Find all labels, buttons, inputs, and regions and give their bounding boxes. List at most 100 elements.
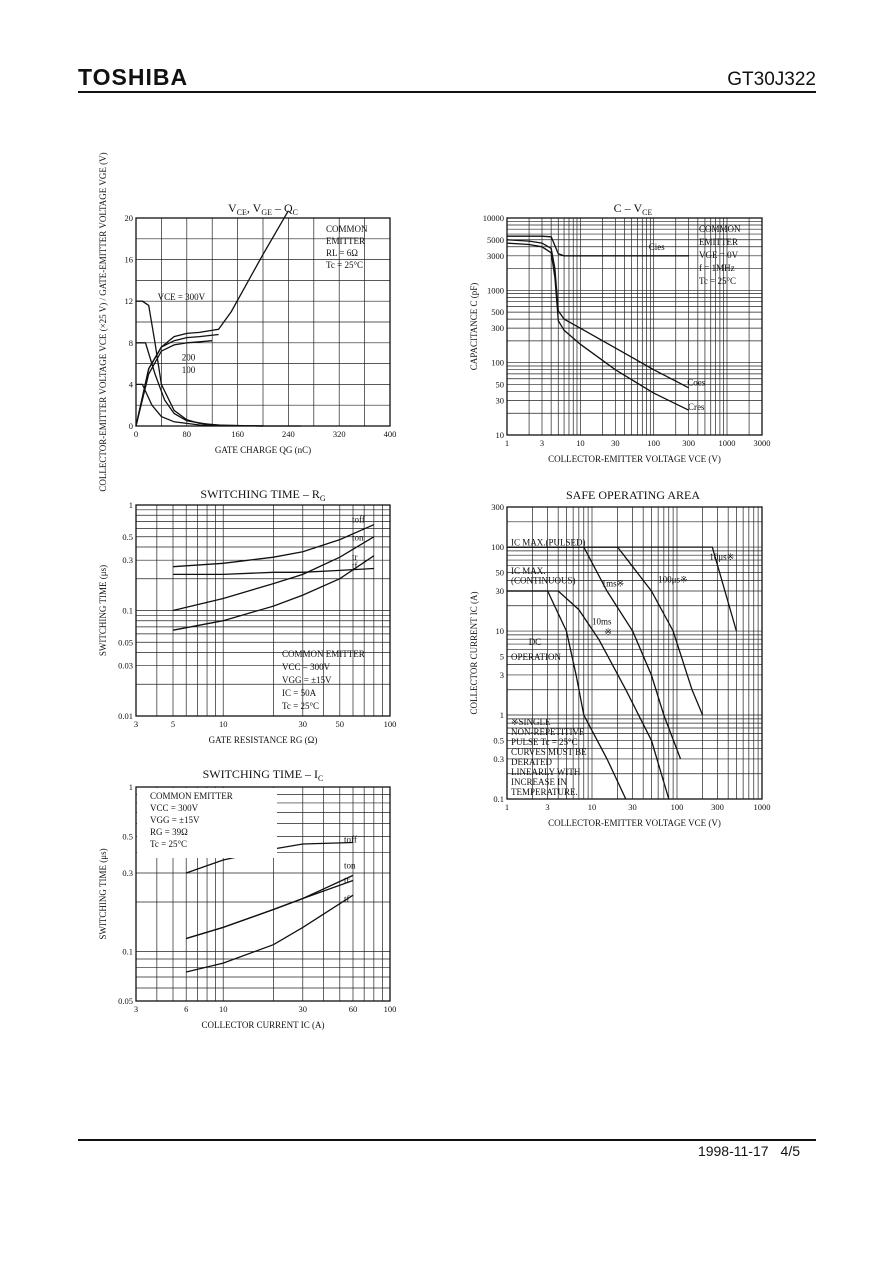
label-continuous: (CONTINUOUS) [511,575,576,585]
y-tick-label: 16 [125,255,134,265]
condition-text: VGG = ±15V [150,815,200,825]
series-line [136,383,264,427]
condition-text: RL = 6Ω [326,248,358,258]
series-line [506,239,689,389]
x-tick-label: 10 [576,438,585,448]
condition-text: f = 1MHz [699,263,735,273]
y-tick-label: 0.3 [122,868,133,878]
x-tick-label: 30 [611,438,620,448]
y-tick-label: 0.5 [493,735,504,745]
x-tick-label: 5 [171,719,175,729]
x-tick-label: 100 [647,438,660,448]
y-tick-label: 12 [125,296,134,306]
y-tick-label: 500 [491,307,504,317]
note-line: CURVES MUST BE [511,747,587,757]
grid: 3 5 10 30 50 100 0.01 0.03 0.05 0.1 0.3 0.5 1 [118,500,396,729]
label-ic-max: IC MAX. [511,566,546,576]
chart-title: C – VCE [614,201,653,217]
x-tick-label: 6 [184,1004,188,1014]
plot-frame [135,504,391,717]
x-tick-label: 10 [588,802,597,812]
series-line [136,342,264,427]
series-line [507,235,689,257]
x-tick-label: 1000 [719,438,736,448]
series-label-coes: Coes [687,378,705,388]
x-tick-label: 3 [545,802,549,812]
y-axis-label: SWITCHING TIME (μs) [98,848,108,939]
series-line [186,894,354,973]
series-line [135,333,219,427]
condition-text: VCC = 300V [150,803,199,813]
x-tick-label: 100 [384,719,397,729]
y-tick-label: 1 [500,710,504,720]
y-tick-label: 100 [491,542,504,552]
footer: 1998-11-17 4/5 [698,1143,800,1159]
x-tick-label: 1 [505,802,509,812]
condition-text: VGG = ±15V [282,675,332,685]
condition-text: EMITTER [326,236,365,246]
x-tick-label: 10 [219,719,228,729]
chart-sw-rg: SWITCHING TIME – RG 3 5 10 30 50 100 0.01 0.03 0… [98,487,396,745]
series-line [135,340,213,427]
x-tick-label: 30 [628,802,637,812]
y-tick-label: 0.1 [493,794,504,804]
chart-title: SAFE OPERATING AREA [566,488,700,502]
y-tick-label: 5 [500,651,504,661]
condition-text: Tc = 25°C [150,839,187,849]
y-tick-label: 5000 [487,235,504,245]
footer-page: 4/5 [780,1143,800,1159]
label-operation: OPERATION [511,652,562,662]
condition-text: COMMON EMITTER [150,791,233,801]
y-tick-label: 1000 [487,285,504,295]
plot-frame [506,217,763,436]
y-tick-label: 3 [500,670,504,680]
y-tick-label: 30 [496,586,505,596]
chart-title: VCE, VGE – QC [228,201,298,217]
condition-text: EMITTER [699,237,738,247]
y-tick-label: 10 [496,430,505,440]
x-tick-label: 100 [671,802,684,812]
x-axis-label: COLLECTOR-EMITTER VOLTAGE VCE (V) [548,818,721,828]
x-tick-label: 3000 [754,438,771,448]
annotation-200: 200 [182,352,196,362]
condition-text: COMMON [326,224,368,234]
note-line: NON-REPETITIVE [511,727,585,737]
condition-text: IC = 50A [282,688,317,698]
x-tick-label: 30 [299,1004,308,1014]
y-tick-label: 0.1 [122,606,133,616]
y-tick-label: 30 [496,395,505,405]
chart-soa: SAFE OPERATING AREA 1 3 10 30 100 300 1000 0.1 0… [469,488,771,828]
note-line: LINEARLY WITH [511,767,581,777]
y-tick-label: 0 [129,421,133,431]
x-axis-label: GATE CHARGE QG (nC) [215,445,311,455]
chart-gate-charge: VCE, VGE – QC 0 80 160 240 320 400 0 4 8 12 16 20 G… [98,152,396,491]
series-line [186,879,354,940]
y-tick-label: 10 [496,626,505,636]
annotation-vce: VCE = 300V [158,292,206,302]
label-10ms: 10ms [592,616,612,626]
series-line [507,590,670,800]
y-tick-label: 3000 [487,251,504,261]
condition-text: COMMON [699,224,741,234]
series-line [186,874,354,940]
label-dc: DC [529,637,542,647]
brand-logo: TOSHIBA [78,64,189,90]
label-10ms-mark: ※ [604,627,612,637]
x-tick-label: 320 [333,429,346,439]
condition-text: VGE = 0V [699,250,739,260]
label-100us: 100μs※ [658,574,687,584]
x-axis-label: GATE RESISTANCE RG (Ω) [209,735,318,745]
y-tick-label: 0.01 [118,711,133,721]
x-tick-label: 3 [134,719,138,729]
x-tick-label: 300 [711,802,724,812]
y-tick-label: 100 [491,358,504,368]
x-tick-label: 3 [540,438,544,448]
y-tick-label: 0.5 [122,832,133,842]
x-tick-label: 50 [336,719,345,729]
plot-area [172,524,375,631]
plot-area [135,210,302,427]
x-tick-label: 3 [134,1004,138,1014]
plot-area [507,546,738,800]
condition-text: Tc = 25°C [326,260,363,270]
part-number: GT30J322 [727,69,816,90]
